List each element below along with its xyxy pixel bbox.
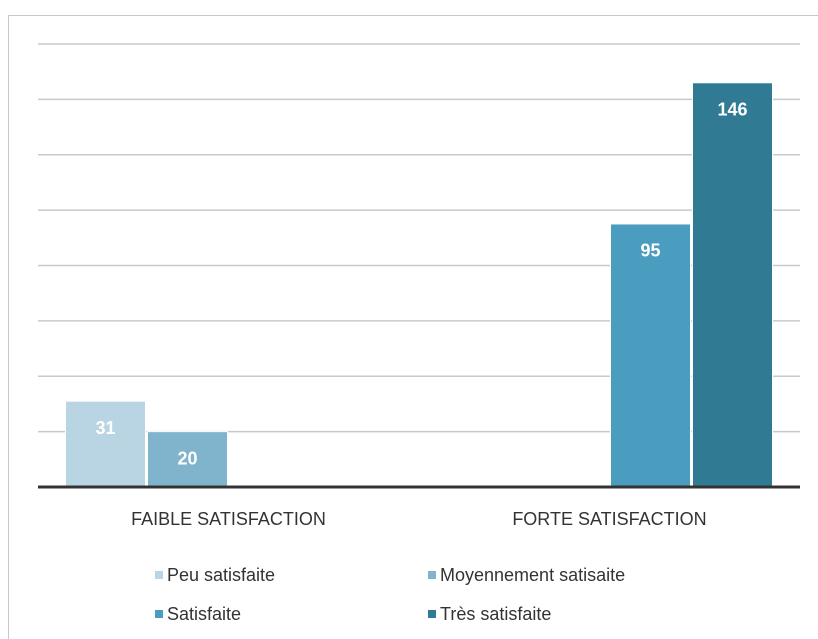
x-tick-label: FORTE SATISFACTION <box>512 509 706 529</box>
data-label: 146 <box>717 100 747 120</box>
legend-label: Moyennement satisaite <box>440 565 625 585</box>
legend-marker <box>155 571 163 579</box>
legend-marker <box>155 610 163 618</box>
legend-marker <box>428 571 436 579</box>
bar <box>65 400 146 488</box>
data-label: 20 <box>177 448 197 468</box>
legend-label: Peu satisfaite <box>167 565 275 585</box>
legend-label: Très satisfaite <box>440 604 551 624</box>
bar <box>610 223 691 488</box>
data-label: 95 <box>640 241 660 261</box>
legend-label: Satisfaite <box>167 604 241 624</box>
bar <box>692 82 773 488</box>
bar <box>147 431 228 488</box>
x-tick-label: FAIBLE SATISFACTION <box>131 509 326 529</box>
legend-marker <box>428 610 436 618</box>
data-label: 31 <box>95 418 115 438</box>
